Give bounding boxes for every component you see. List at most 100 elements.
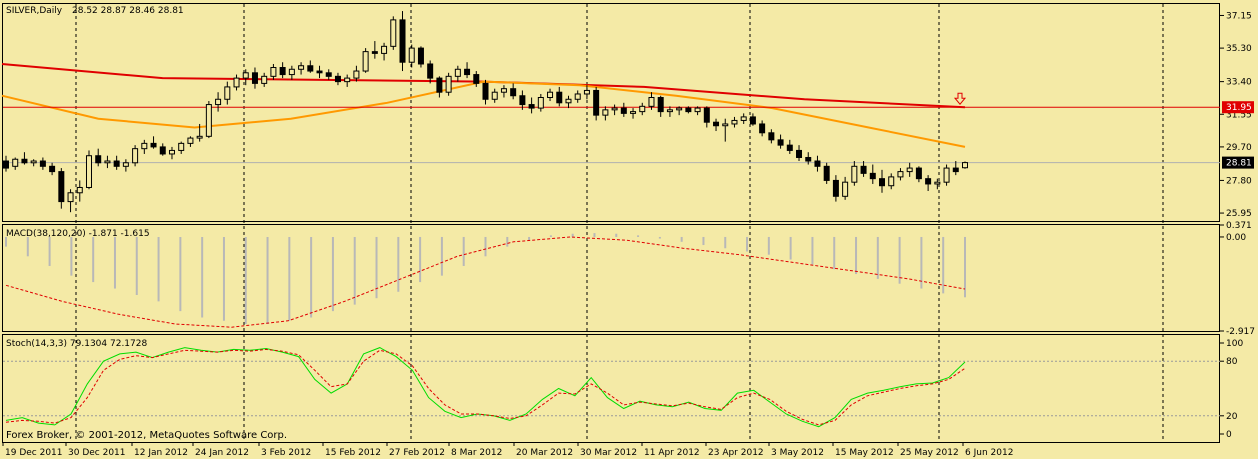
macd-tick-label: 0.00 (1226, 233, 1246, 243)
candle-bear (749, 116, 756, 125)
stoch-title: Stoch(14,3,3) 79.1304 72.1728 (6, 339, 147, 349)
candle-bull (242, 72, 249, 79)
candle-bear (685, 107, 692, 113)
copyright-text: Forex Broker, © 2001-2012, MetaQuotes So… (6, 430, 287, 441)
candle-bear (832, 179, 839, 197)
candle-bear (869, 172, 876, 180)
candle-bull (648, 97, 655, 107)
candle-bear (39, 160, 46, 167)
candle-bull (639, 105, 646, 113)
candle-bear (159, 146, 166, 155)
stoch-main-line (5, 347, 966, 428)
candle-bull (842, 181, 849, 197)
candle-bear (307, 65, 314, 72)
macd-tick-label: -2.917 (1226, 327, 1255, 337)
candle-bear (436, 77, 443, 93)
candle-bull (934, 181, 941, 185)
stoch-tick-label: 20 (1226, 412, 1238, 422)
time-tick-label: 30 Dec 2011 (68, 448, 126, 458)
candle-bear (814, 160, 821, 167)
candle-bear (464, 68, 471, 76)
candle-bull (851, 165, 858, 183)
candle-bull (906, 167, 913, 173)
candle-bull (270, 67, 277, 77)
candle-bull (962, 162, 968, 169)
candle-bear (786, 144, 793, 151)
candle-bull (362, 51, 369, 72)
candle-bear (823, 165, 830, 181)
time-tick-label: 12 Jan 2012 (134, 448, 188, 458)
candle-bull (537, 97, 544, 109)
stoch-signal-line (5, 348, 966, 426)
candle-bull (666, 109, 673, 113)
candle-bull (454, 68, 461, 77)
candle-bear (399, 19, 406, 63)
candle-bear (620, 107, 627, 114)
candle-bear (777, 139, 784, 146)
price-tick-label: 31.55 (1226, 110, 1252, 120)
current-price-label: 28.81 (1226, 159, 1252, 169)
time-tick-label: 3 Feb 2012 (261, 448, 311, 458)
candle-bull (205, 104, 212, 137)
time-tick-label: 8 Mar 2012 (451, 448, 502, 458)
down-arrow-icon (953, 92, 967, 105)
candle-bull (676, 107, 683, 111)
candle-bull (611, 107, 618, 111)
time-tick-label: 11 Apr 2012 (644, 448, 700, 458)
stoch-panel-frame (2, 334, 1220, 443)
candle-bear (860, 165, 867, 174)
candle-bear (703, 107, 710, 123)
candle-bull (694, 107, 701, 113)
candle-bear (805, 156, 812, 162)
time-tick-label: 25 May 2012 (900, 448, 959, 458)
candle-bull (943, 167, 950, 183)
price-tick-label: 25.95 (1226, 209, 1252, 219)
candle-bull (731, 119, 738, 125)
time-tick-label: 23 Apr 2012 (708, 448, 764, 458)
stochastic-panel (3, 347, 1220, 428)
candle-bull (491, 91, 498, 100)
time-tick-label: 3 May 2012 (771, 448, 824, 458)
time-axis: 19 Dec 2011 30 Dec 2011 12 Jan 2012 24 Jan … (2, 442, 1013, 458)
symbol-title: SILVER,Daily (6, 6, 63, 16)
candle-bull (224, 86, 231, 100)
candle-bear (879, 178, 886, 187)
candle-bear (251, 72, 258, 84)
ma-short-line (1, 80, 966, 148)
stoch-tick-label: 0 (1226, 430, 1232, 440)
macd-panel-frame (2, 224, 1220, 332)
candle-bull (85, 155, 92, 188)
candle-bear (49, 165, 56, 173)
candle-bull (288, 68, 295, 76)
candle-bull (298, 65, 305, 70)
period-separators (75, 4, 1164, 442)
candle-bull (30, 160, 37, 164)
candle-bear (528, 104, 535, 109)
time-tick-label: 20 Mar 2012 (516, 448, 573, 458)
macd-panel (5, 233, 966, 328)
macd-tick-label: 0.371 (1226, 221, 1252, 231)
price-tick-label: 27.80 (1226, 176, 1252, 186)
candle-bull (602, 109, 609, 116)
candle-bull (897, 171, 904, 178)
candle-bear (768, 132, 775, 141)
candle-bear (796, 149, 803, 158)
price-panel (1, 11, 1220, 213)
price-panel-frame (2, 3, 1220, 222)
price-axis: 37.15 35.30 33.40 31.55 29.70 27.80 25.95 31.95… (1220, 11, 1255, 440)
candle-bear (279, 67, 286, 76)
candle-bull (122, 162, 129, 167)
current-price-tag (1222, 156, 1254, 169)
price-tick-label: 33.40 (1226, 78, 1252, 88)
candle-bear (952, 167, 959, 173)
candle-bull (547, 91, 554, 99)
candle-bear (334, 75, 341, 83)
candle-bear (21, 158, 28, 164)
time-tick-label: 15 May 2012 (835, 448, 894, 458)
candle-bear (713, 121, 720, 127)
candle-bull (67, 192, 74, 203)
candle-bull (500, 88, 507, 93)
candle-bear (473, 74, 480, 84)
price-tick-label: 29.70 (1226, 143, 1252, 153)
